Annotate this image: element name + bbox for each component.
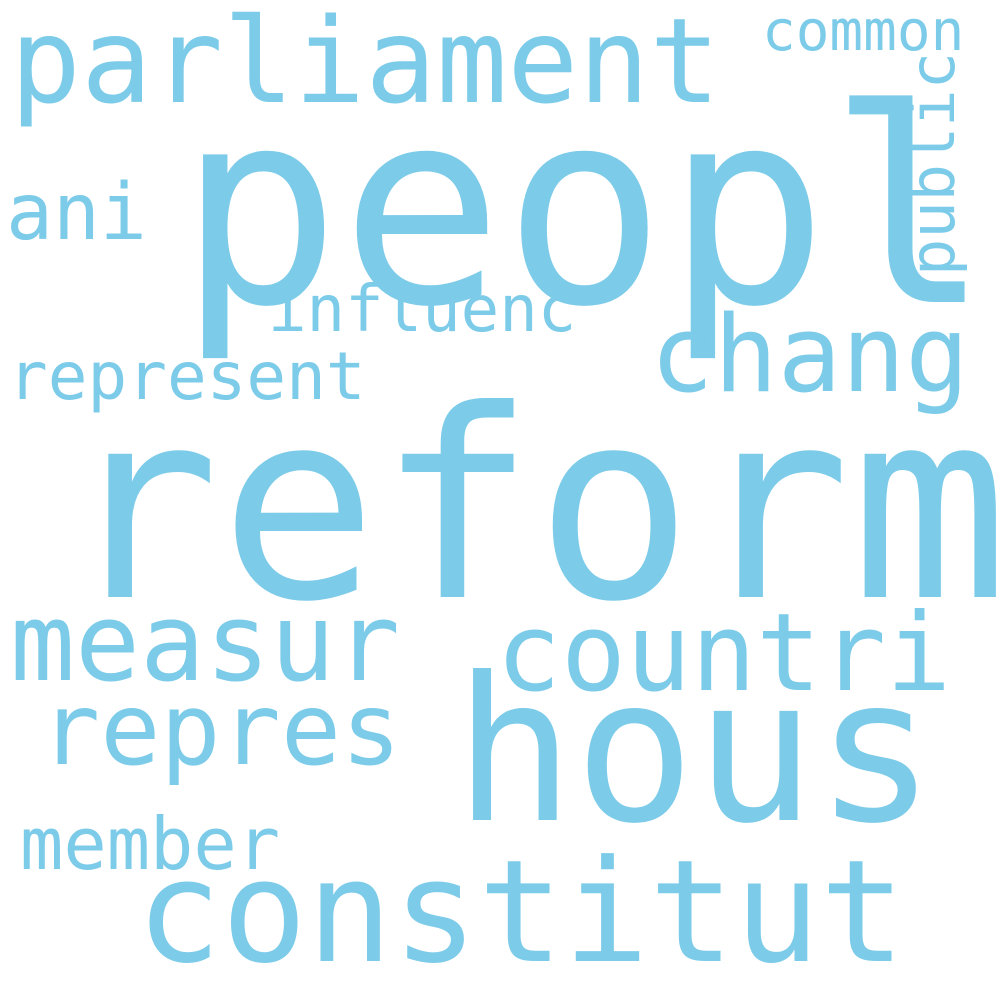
word-chang: chang bbox=[650, 293, 970, 416]
word-peopl: peopl bbox=[178, 51, 991, 366]
word-ani: ani bbox=[6, 168, 147, 258]
word-member: member bbox=[20, 802, 281, 886]
word-reform: reform bbox=[62, 354, 1000, 659]
word-countri: countri bbox=[496, 591, 952, 716]
word-measur: measur bbox=[10, 581, 401, 706]
word-hous: hous bbox=[454, 635, 936, 868]
word-repres: repres bbox=[40, 671, 402, 788]
word-represent: represent bbox=[8, 338, 366, 415]
word-influenc: influenc bbox=[268, 273, 577, 347]
word-constitut: constitut bbox=[136, 830, 906, 995]
word-parliament: parliament bbox=[10, 0, 721, 130]
word-public: public bbox=[896, 52, 969, 276]
word-common: common bbox=[762, 0, 965, 64]
